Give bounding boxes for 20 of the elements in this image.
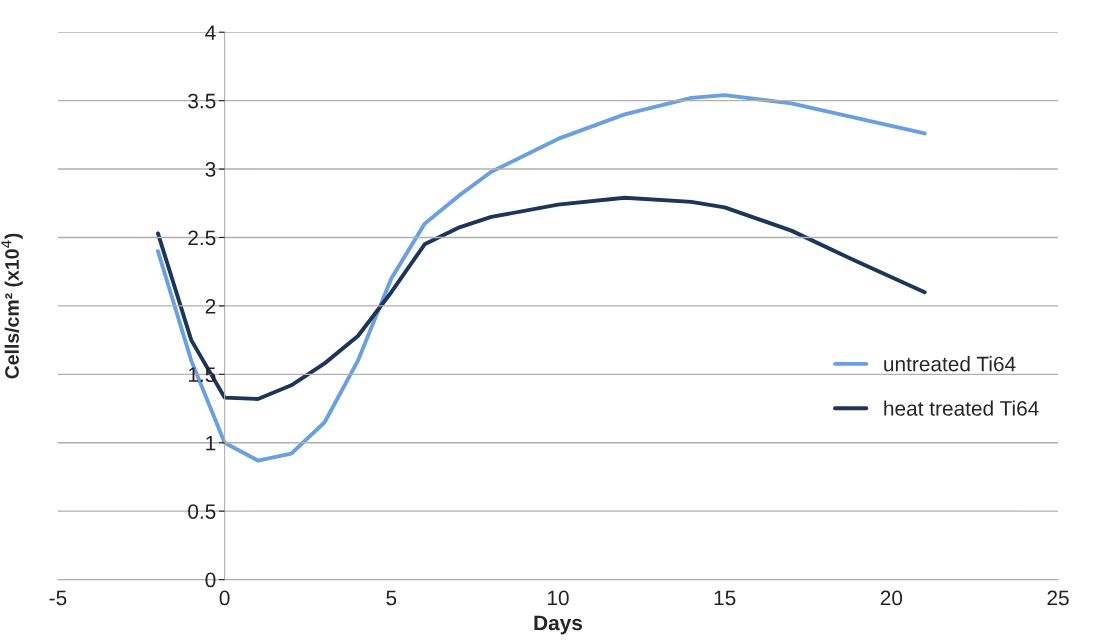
x-tick-label: 20 (880, 590, 903, 606)
y-tick-label: 2.5 (188, 230, 216, 246)
x-tick-label: -5 (49, 590, 67, 606)
y-axis-title: Cells/cm² (x10$^{4}$) (1, 233, 23, 379)
y-tick-label: 2 (205, 298, 216, 314)
y-tick-label: 1.5 (188, 367, 216, 383)
legend-label: untreated Ti64 (884, 356, 1016, 372)
x-tick-label: 25 (1047, 590, 1069, 606)
x-tick-label: 5 (386, 590, 397, 606)
y-tick-label: 3.5 (188, 93, 216, 109)
y-tick-label: 0.5 (188, 504, 216, 519)
legend-label: heat treated Ti64 (884, 400, 1039, 416)
x-tick-label: 0 (219, 590, 230, 606)
y-tick-label: 0 (205, 572, 216, 588)
x-axis-title: Days (534, 615, 583, 635)
y-tick-label: 4 (205, 25, 216, 40)
x-tick-label: 15 (714, 590, 736, 606)
x-tick-label: 10 (547, 590, 569, 606)
y-tick-label: 3 (205, 162, 216, 177)
y-tick-label: 1 (206, 435, 216, 451)
